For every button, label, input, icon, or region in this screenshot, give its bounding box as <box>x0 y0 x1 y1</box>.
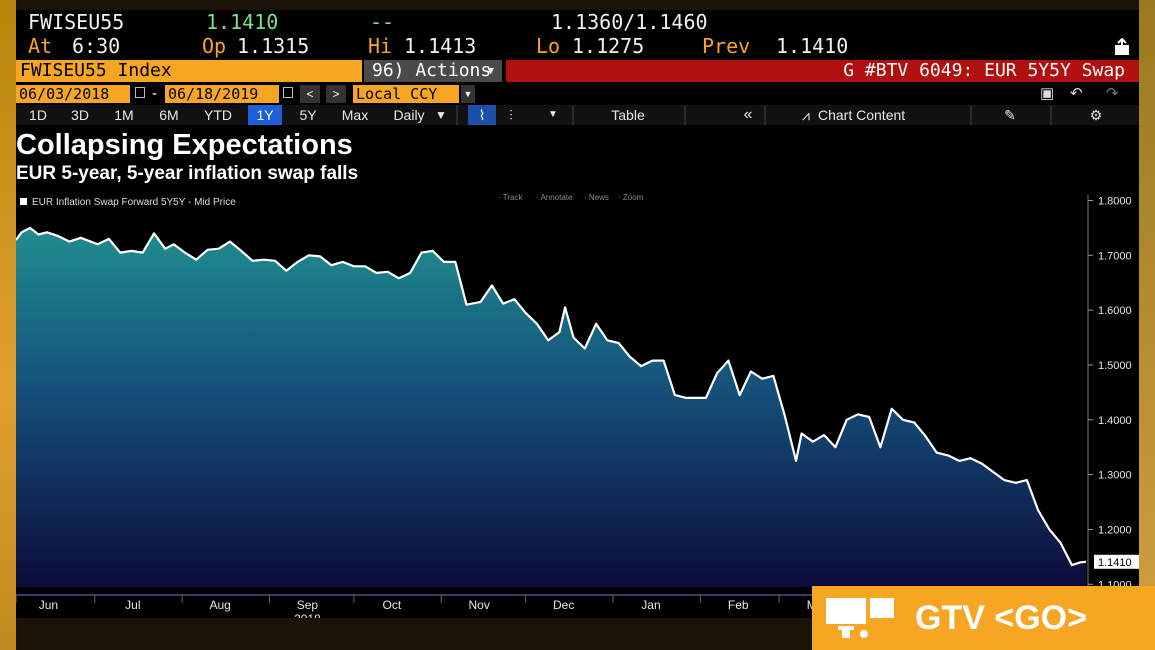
y-tick-label: 1.5000 <box>1098 360 1132 372</box>
ticker: FWISEU55 <box>28 10 125 34</box>
chart-tool-zoom[interactable]: · Zoom <box>618 193 644 202</box>
screen-icon[interactable]: ▣ <box>1040 85 1055 102</box>
table-button[interactable]: Table <box>611 107 645 123</box>
start-date-field[interactable]: 06/03/2018 <box>16 85 130 103</box>
low-value: 1.1275 <box>572 34 645 58</box>
range-1m[interactable]: 1M <box>114 107 134 123</box>
range-ytd[interactable]: YTD <box>204 107 232 123</box>
quote-line-2: At 6:30 Op 1.1315 Hi 1.1413 Lo 1.1275 Pr… <box>16 34 1139 58</box>
y-tick-label: 1.3000 <box>1098 470 1132 482</box>
chevron-down-icon[interactable]: ▼ <box>461 85 475 103</box>
range-max[interactable]: Max <box>341 107 369 123</box>
series-area <box>16 227 1086 587</box>
divider <box>764 105 766 125</box>
y-tick-label: 1.8000 <box>1098 195 1132 207</box>
actions-menu[interactable]: 96) Actions ▼ <box>364 60 502 82</box>
y-tick-label: 1.4000 <box>1098 415 1132 427</box>
y-tick-label: 1.7000 <box>1098 250 1132 262</box>
date-bar: 06/03/2018 - 06/18/2019 < > Local CCY ▼ … <box>16 84 1139 104</box>
x-tick-label: Nov <box>469 598 490 612</box>
collapse-icon[interactable]: « <box>743 106 753 123</box>
headline: Collapsing Expectations <box>16 129 353 161</box>
y-tick-label: 1.2000 <box>1098 524 1132 536</box>
x-year-label: 2018 <box>294 612 321 618</box>
redo-icon[interactable]: ↷ <box>1106 85 1119 102</box>
legend-swatch <box>20 198 27 205</box>
security-name[interactable]: FWISEU55 Index <box>16 60 362 82</box>
y-tick-label: 1.6000 <box>1098 305 1132 317</box>
series-line <box>16 226 1087 567</box>
at-label: At <box>28 34 53 58</box>
range-5y[interactable]: 5Y <box>299 107 317 123</box>
chart-tool-news[interactable]: · News <box>584 193 609 202</box>
last-value-tag <box>1094 554 1139 569</box>
chart-toolbar: 1D 3D 1M 6M YTD 1Y 5Y Max Daily ▼ ⌇ ⫶ ▼ … <box>16 105 1139 125</box>
calendar-icon[interactable] <box>283 87 293 98</box>
legend-label: EUR Inflation Swap Forward 5Y5Y - Mid Pr… <box>32 197 236 208</box>
range-6m[interactable]: 6M <box>159 107 179 123</box>
undo-icon[interactable]: ↶ <box>1070 85 1083 102</box>
chart-tool-track[interactable]: · Track <box>498 193 523 202</box>
open-value: 1.1315 <box>237 34 310 58</box>
line-chart-icon[interactable]: ⌇ <box>468 105 496 125</box>
video-frame-right <box>1139 0 1155 650</box>
at-time: 6:30 <box>72 34 121 58</box>
divider <box>572 105 574 125</box>
edit-icon[interactable]: ✎ <box>1004 107 1016 123</box>
x-tick-label: Jun <box>39 598 58 612</box>
open-label: Op <box>202 34 227 58</box>
x-tick-label: Dec <box>553 598 574 612</box>
actions-label: 96) Actions <box>372 60 492 81</box>
chart-content-icon: ⩘ <box>802 107 810 123</box>
calendar-icon[interactable] <box>135 87 145 98</box>
chart-content-button[interactable]: Chart Content <box>818 107 906 123</box>
low-label: Lo <box>536 34 561 58</box>
subheadline: EUR 5-year, 5-year inflation swap falls <box>16 163 359 184</box>
range-3d[interactable]: 3D <box>71 107 89 123</box>
quote-line-1: FWISEU55 1.1410 -- 1.1360/1.1460 <box>16 10 1139 34</box>
prev-value: 1.1410 <box>776 34 849 58</box>
bar-chart-icon[interactable]: ⫶ <box>509 107 513 123</box>
prev-label: Prev <box>702 34 751 58</box>
last-price: 1.1410 <box>206 10 279 34</box>
range-1d[interactable]: 1D <box>29 107 47 123</box>
video-frame-left <box>0 0 16 650</box>
x-tick-label: Aug <box>209 598 230 612</box>
title-bar: FWISEU55 Index 96) Actions ▼ G #BTV 6049… <box>16 60 1139 82</box>
chevron-down-icon: ▼ <box>487 64 494 77</box>
gear-icon[interactable]: ⚙ <box>1089 107 1103 123</box>
divider <box>456 105 458 125</box>
gtv-banner[interactable]: GTV <GO> <box>812 586 1155 650</box>
chevron-right-icon[interactable]: > <box>326 85 346 103</box>
x-tick-label: Feb <box>728 598 749 612</box>
frequency-select[interactable]: Daily <box>393 107 425 123</box>
divider <box>1050 105 1052 125</box>
divider <box>684 105 686 125</box>
chevron-down-icon[interactable]: ▼ <box>548 109 558 120</box>
chart-area: EUR Inflation Swap Forward 5Y5Y - Mid Pr… <box>16 193 1139 618</box>
net-change: -- <box>370 10 395 34</box>
high-label: Hi <box>368 34 393 58</box>
bloomberg-terminal: FWISEU55 1.1410 -- 1.1360/1.1460 At 6:30… <box>16 10 1139 618</box>
chart-tool-annotate[interactable]: · Annotate <box>536 193 573 202</box>
range-1y[interactable]: 1Y <box>248 105 282 125</box>
currency-select[interactable]: Local CCY <box>353 85 459 103</box>
divider <box>970 105 972 125</box>
bid-ask: 1.1360/1.1460 <box>551 10 708 34</box>
x-tick-label: Jan <box>641 598 660 612</box>
x-tick-label: Oct <box>383 598 402 612</box>
chevron-down-icon[interactable]: ▼ <box>435 108 447 122</box>
last-value-label: 1.1410 <box>1098 557 1132 569</box>
gtv-label: GTV <GO> <box>915 599 1087 637</box>
high-value: 1.1413 <box>404 34 477 58</box>
date-separator: - <box>152 85 157 102</box>
screens-icon <box>826 598 894 638</box>
export-icon[interactable] <box>1113 38 1131 56</box>
x-tick-label: Sep <box>297 598 319 612</box>
chevron-left-icon[interactable]: < <box>300 85 320 103</box>
end-date-field[interactable]: 06/18/2019 <box>165 85 279 103</box>
function-title: G #BTV 6049: EUR 5Y5Y Swap <box>506 60 1139 82</box>
x-tick-label: Jul <box>125 598 140 612</box>
